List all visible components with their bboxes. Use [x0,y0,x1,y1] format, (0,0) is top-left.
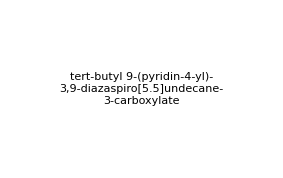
Text: tert-butyl 9-(pyridin-4-yl)-
3,9-diazaspiro[5.5]undecane-
3-carboxylate: tert-butyl 9-(pyridin-4-yl)- 3,9-diazasp… [59,72,224,106]
